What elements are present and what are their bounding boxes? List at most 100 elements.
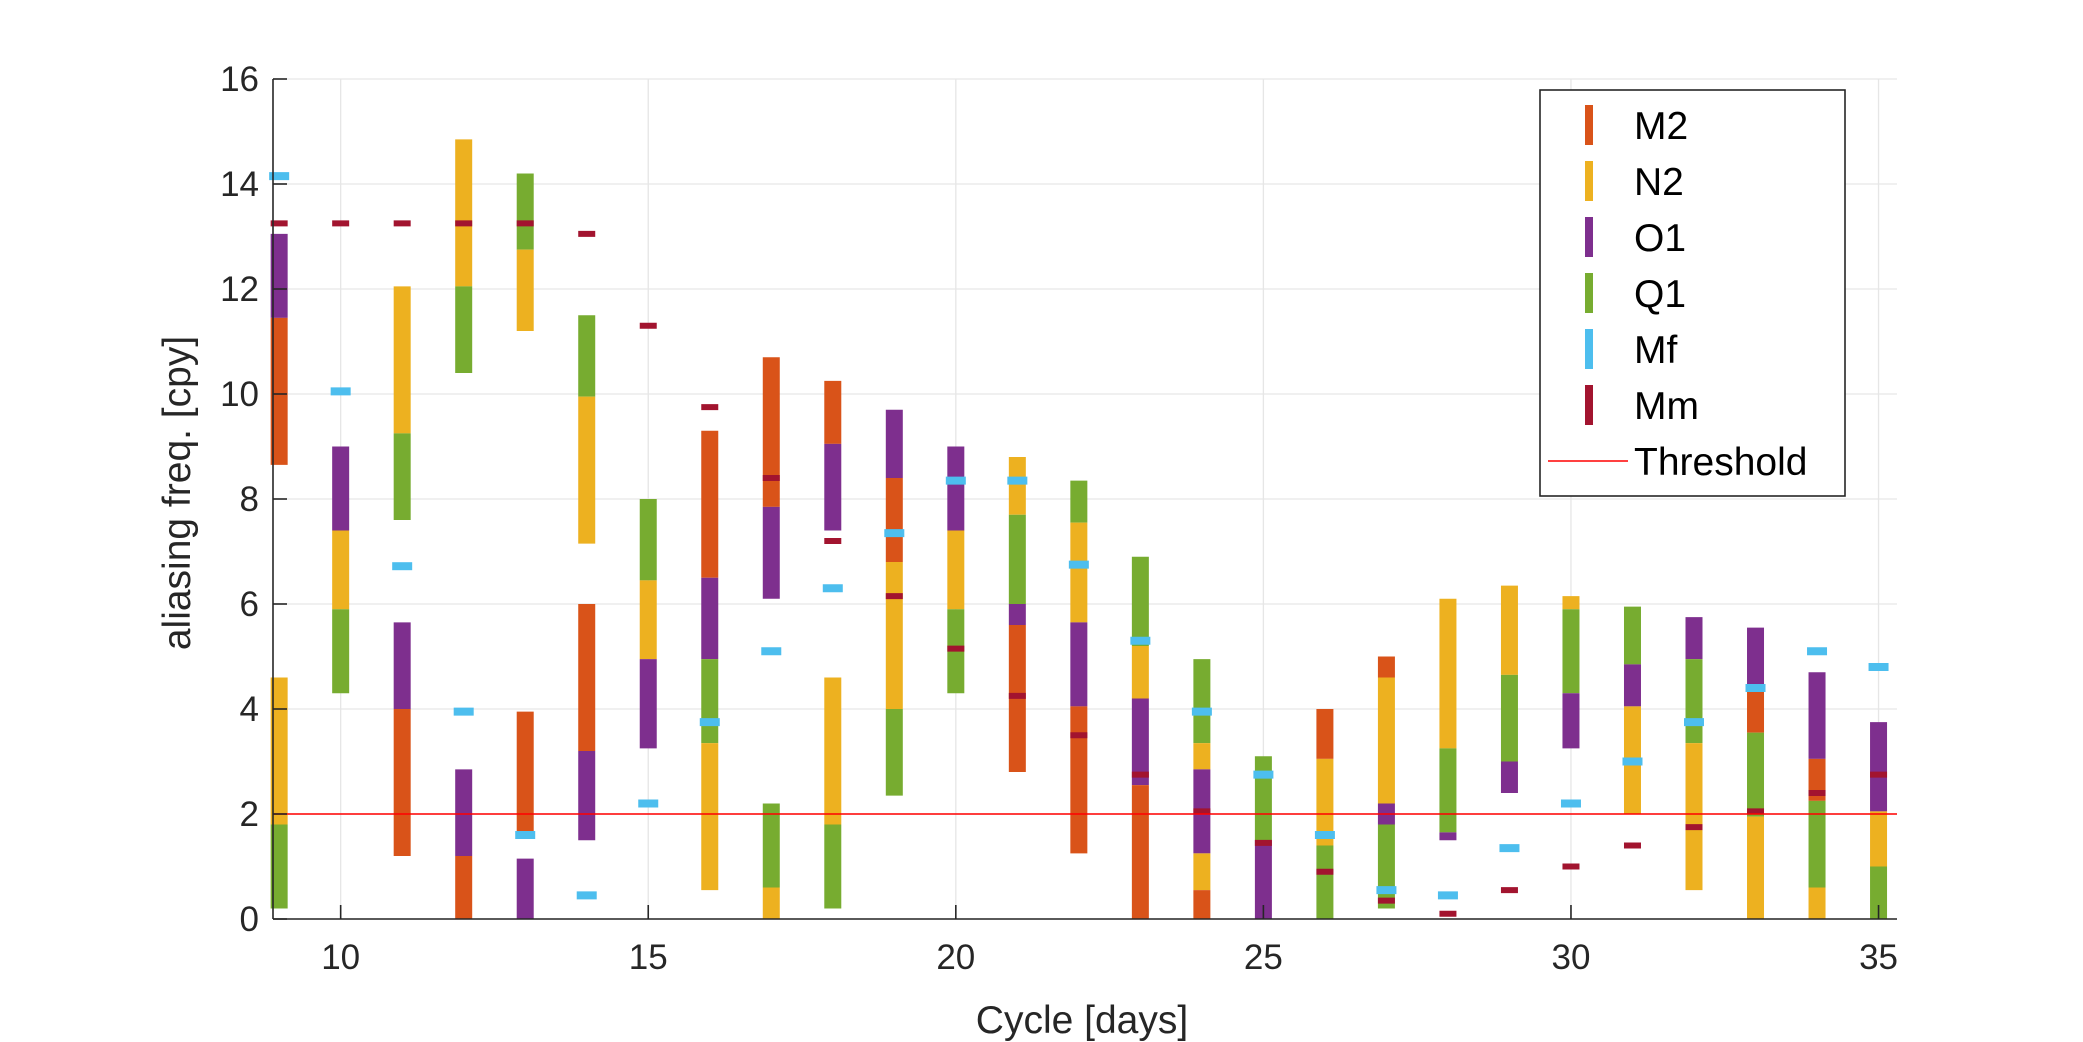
bar-segment-n2 <box>1870 811 1888 867</box>
marker-mf <box>1868 663 1889 671</box>
bar-segment-o1 <box>1808 672 1826 759</box>
marker-mm <box>1316 868 1334 875</box>
bar-segment-o1 <box>1870 722 1888 812</box>
bar-segment-q1 <box>393 433 411 520</box>
marker-mm <box>885 593 903 600</box>
marker-mm <box>270 220 288 227</box>
bar-segment-q1 <box>824 824 842 909</box>
bar-segment-n2 <box>1193 853 1211 891</box>
bar-segment-o1 <box>824 443 842 531</box>
marker-mf <box>1622 757 1643 766</box>
legend-swatch-o1 <box>1585 217 1593 257</box>
bar-segment-m2 <box>762 357 780 507</box>
marker-mf <box>269 172 290 181</box>
x-tick-label: 35 <box>1859 938 1898 977</box>
marker-mm <box>1131 771 1149 778</box>
bar-segment-o1 <box>1008 604 1026 625</box>
legend-swatch-n2 <box>1585 161 1593 201</box>
bar-segment-o1 <box>762 506 780 599</box>
bar-segment-o1 <box>1685 617 1703 660</box>
bar-segment-n2 <box>1439 598 1457 749</box>
marker-mm <box>1439 910 1457 917</box>
bar-segment-n2 <box>455 139 473 287</box>
bar-segment-q1 <box>1193 659 1211 744</box>
bar-segment-m2 <box>701 430 719 578</box>
data-bars <box>269 139 1889 919</box>
bar-segment-m2 <box>1131 785 1149 919</box>
marker-mm <box>455 220 473 227</box>
bar-segment-q1 <box>639 499 657 581</box>
x-tick-label: 20 <box>936 938 975 977</box>
bar-segment-q1 <box>1623 606 1641 665</box>
y-tick-label: 8 <box>240 480 259 519</box>
bar-segment-q1 <box>270 824 288 909</box>
bar-segment-o1 <box>1131 698 1149 786</box>
bar-segment-q1 <box>455 286 473 373</box>
bar-segment-o1 <box>1439 832 1457 841</box>
bar-segment-n2 <box>1685 743 1703 891</box>
marker-mf <box>699 718 720 727</box>
bar-segment-n2 <box>1008 457 1026 515</box>
marker-mf <box>1437 891 1458 900</box>
bar-segment-o1 <box>578 751 596 841</box>
marker-mm <box>762 475 780 481</box>
bar-segment-n2 <box>1131 646 1149 699</box>
bar-segment-o1 <box>701 577 719 660</box>
marker-mf <box>392 562 413 571</box>
legend-swatch-mf <box>1585 329 1593 369</box>
marker-mm <box>1623 842 1641 849</box>
bar-segment-m2 <box>885 478 903 562</box>
bar-segment-m2 <box>516 711 534 838</box>
bar-segment-q1 <box>1377 824 1395 909</box>
bar-segment-n2 <box>578 396 596 544</box>
bar-segment-n2 <box>1808 887 1826 919</box>
bar-segment-n2 <box>393 286 411 434</box>
bar-segment-q1 <box>1870 866 1888 919</box>
bar-segment-n2 <box>1316 758 1334 846</box>
legend-label-mm: Mm <box>1634 385 1699 428</box>
legend-label-n2: N2 <box>1634 161 1684 204</box>
bar-segment-o1 <box>885 409 903 478</box>
y-tick-label: 0 <box>240 900 259 939</box>
y-tick-label: 2 <box>240 795 259 834</box>
bar-segment-q1 <box>1070 480 1088 523</box>
bar-segment-o1 <box>393 622 411 709</box>
legend-label-q1: Q1 <box>1634 273 1686 316</box>
bar-segment-m2 <box>578 604 596 751</box>
marker-mf <box>1499 844 1520 853</box>
marker-mf <box>1068 560 1089 569</box>
legend-label-mf: Mf <box>1634 329 1677 372</box>
bar-segment-n2 <box>639 580 657 660</box>
marker-mf <box>515 831 536 839</box>
marker-mm <box>824 538 842 544</box>
marker-mf <box>1745 684 1766 692</box>
marker-mm <box>578 230 596 237</box>
marker-mf <box>1807 647 1828 656</box>
marker-mm <box>1070 732 1088 739</box>
marker-mf <box>1253 770 1274 779</box>
bar-segment-o1 <box>1070 622 1088 707</box>
bar-segment-o1 <box>455 769 473 856</box>
y-tick-label: 4 <box>240 690 259 729</box>
x-tick-label: 30 <box>1552 938 1591 977</box>
y-tick-label: 14 <box>220 165 259 204</box>
bar-segment-o1 <box>270 233 288 318</box>
marker-mm <box>1500 887 1518 894</box>
marker-mf <box>884 529 905 538</box>
marker-mf <box>638 799 659 808</box>
bar-segment-q1 <box>1685 659 1703 744</box>
marker-mm <box>516 220 534 227</box>
bar-segment-n2 <box>1193 743 1211 770</box>
y-tick-label: 12 <box>220 270 259 309</box>
legend: M2 N2 O1 Q1 Mf Mm Threshold <box>1539 89 1846 497</box>
marker-mf <box>1314 831 1335 839</box>
bar-segment-o1 <box>1623 664 1641 707</box>
axes: 10 15 20 25 30 35 0 2 4 6 8 10 12 14 16 <box>220 60 1898 977</box>
bar-segment-m2 <box>270 317 288 465</box>
marker-mm <box>1747 808 1765 815</box>
bar-segment-q1 <box>1008 514 1026 604</box>
marker-mm <box>1685 824 1703 831</box>
marker-mm <box>332 220 350 227</box>
bar-segment-q1 <box>332 609 350 694</box>
